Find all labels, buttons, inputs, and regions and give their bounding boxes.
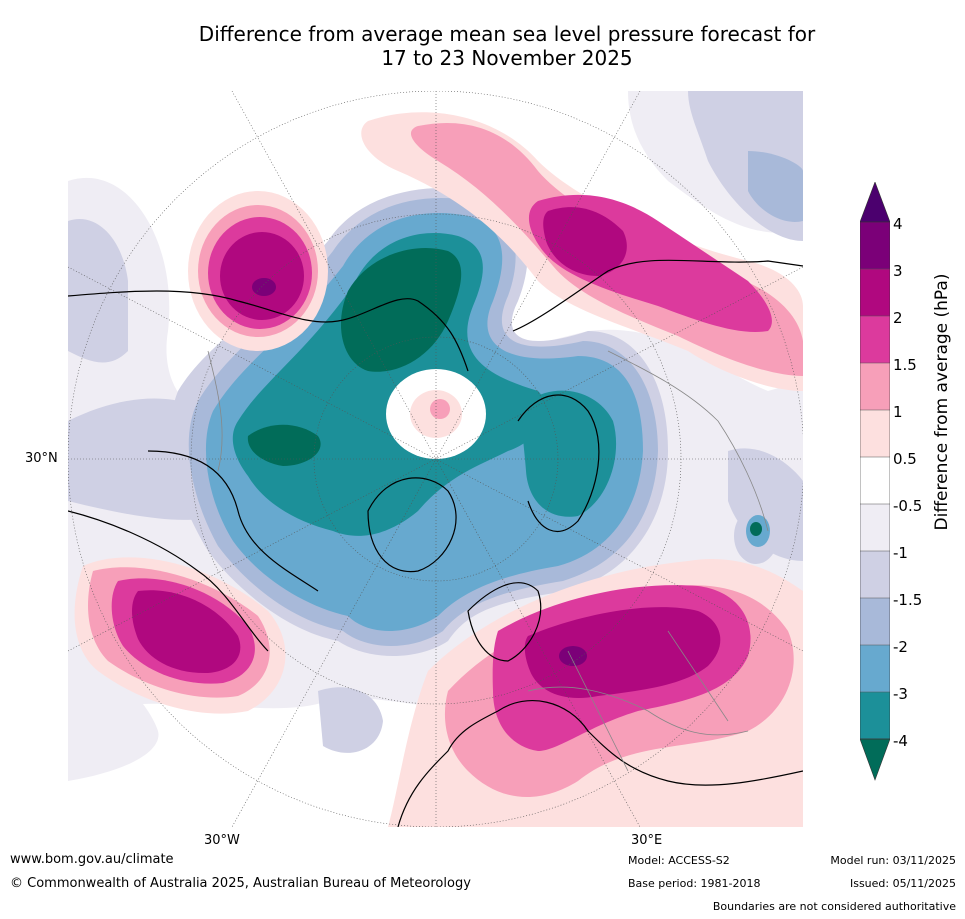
website-link[interactable]: www.bom.gov.au/climate bbox=[10, 852, 174, 867]
colorbar-band-m0.5-m1 bbox=[860, 504, 890, 551]
coastlines bbox=[68, 259, 803, 827]
colorbar-tick: -3 bbox=[893, 685, 908, 703]
lon-label-30w: 30°W bbox=[204, 833, 240, 848]
anomaly-fill-positive-bering bbox=[188, 191, 328, 351]
colorbar-band-1-1.5 bbox=[860, 363, 890, 410]
disclaimer-text: Boundaries are not considered authoritat… bbox=[712, 900, 956, 913]
graticule bbox=[68, 91, 803, 827]
anomaly-fill-pole-positive bbox=[386, 369, 486, 459]
colorbar-band-2-3 bbox=[860, 269, 890, 316]
colorbar-band-1.5-2 bbox=[860, 316, 890, 363]
colorbar-tick: -1 bbox=[893, 544, 908, 562]
polar-map bbox=[68, 91, 803, 827]
colorbar-extend-min bbox=[860, 738, 890, 781]
lat-label-30n: 30°N bbox=[25, 451, 58, 466]
colorbar-tick: -4 bbox=[893, 732, 908, 750]
lon-label-30e: 30°E bbox=[631, 833, 663, 848]
anomaly-fill-minus-1-5 bbox=[748, 151, 803, 222]
colorbar-tick: -0.5 bbox=[893, 497, 923, 515]
anomaly-fill-positive-east-siberia bbox=[361, 112, 803, 391]
issued-text: Issued: 05/11/2025 bbox=[849, 877, 956, 890]
base-period-text: Base period: 1981-2018 bbox=[628, 877, 761, 890]
colorbar-tick: 1 bbox=[893, 403, 903, 421]
colorbar-band-3-4 bbox=[860, 222, 890, 269]
colorbar-band-0.5-1 bbox=[860, 410, 890, 457]
colorbar-band-m3-m4 bbox=[860, 692, 890, 739]
colorbar-tick: 0.5 bbox=[893, 450, 917, 468]
colorbar-band-neutral bbox=[860, 457, 890, 504]
colorbar-tick: -2 bbox=[893, 638, 908, 656]
colorbar-tick: -1.5 bbox=[893, 591, 923, 609]
pressure-anomaly-field bbox=[68, 91, 803, 827]
colorbar bbox=[860, 182, 890, 781]
colorbar-tick: 3 bbox=[893, 262, 903, 280]
colorbar-band-m2-m3 bbox=[860, 645, 890, 692]
country-boundaries bbox=[207, 350, 769, 772]
colorbar-tick: 4 bbox=[893, 215, 903, 233]
colorbar-extend-max bbox=[860, 182, 890, 223]
anomaly-fill-caspian-negative bbox=[734, 508, 778, 564]
map-title: Difference from average mean sea level p… bbox=[0, 22, 965, 70]
title-line-1: Difference from average mean sea level p… bbox=[198, 22, 816, 46]
anomaly-fill-positive-europe bbox=[388, 558, 803, 827]
colorbar-band-m1.5-m2 bbox=[860, 598, 890, 645]
colorbar-band-m1-m1.5 bbox=[860, 551, 890, 598]
colorbar-tick: 2 bbox=[893, 309, 903, 327]
title-line-2: 17 to 23 November 2025 bbox=[381, 46, 633, 70]
copyright-text: © Commonwealth of Australia 2025, Austra… bbox=[10, 876, 471, 891]
anomaly-fill-positive-north-atlantic bbox=[74, 557, 286, 714]
colorbar-tick: 1.5 bbox=[893, 356, 917, 374]
colorbar-title: Difference from average (hPa) bbox=[932, 273, 952, 531]
model-text: Model: ACCESS-S2 bbox=[628, 854, 730, 867]
model-run-text: Model run: 03/11/2025 bbox=[830, 854, 956, 867]
